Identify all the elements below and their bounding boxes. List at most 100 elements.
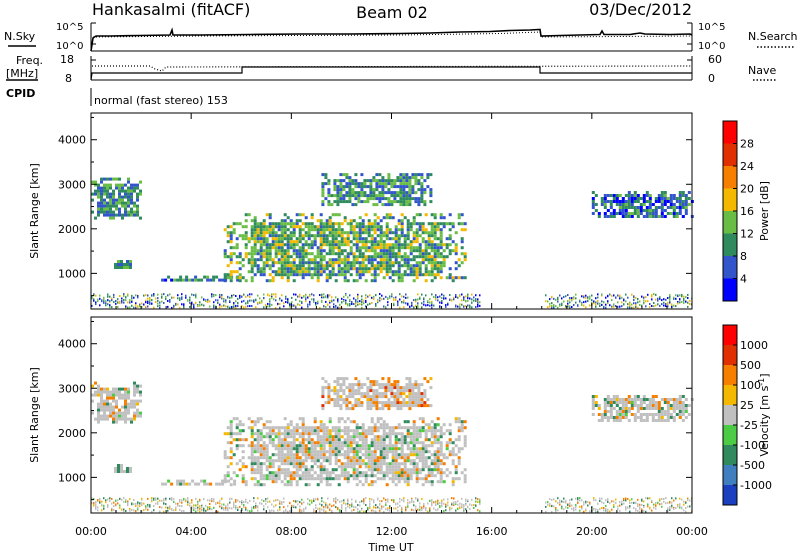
power-cell (316, 273, 320, 277)
velocity-cell (414, 404, 418, 408)
power-cell (136, 204, 139, 208)
power-clutter-cell (409, 305, 411, 308)
power-cell (223, 273, 227, 277)
power-cell (133, 204, 136, 208)
velocity-cell (376, 462, 380, 466)
power-cell (421, 237, 425, 241)
velocity-cell (179, 479, 183, 483)
velocity-cell (310, 456, 314, 460)
velocity-cell (313, 429, 317, 433)
power-cell (382, 261, 386, 265)
power-cell (136, 213, 139, 217)
velocity-cell (361, 474, 365, 478)
power-clutter-cell (123, 301, 125, 304)
power-cell (366, 200, 370, 204)
power-cell (185, 278, 189, 282)
velocity-cell (322, 471, 326, 475)
power-cell (97, 183, 100, 187)
velocity-cell (124, 402, 127, 406)
velocity-cell (393, 404, 397, 408)
power-cell (118, 189, 121, 193)
power-cell (675, 197, 679, 200)
velocity-cell (427, 480, 431, 484)
power-cell (283, 267, 287, 271)
power-cell (298, 228, 302, 232)
power-cell (436, 261, 440, 265)
power-cell (298, 231, 302, 235)
velocity-cell (325, 441, 329, 445)
power-cell (307, 246, 311, 250)
power-clutter-cell (571, 297, 573, 300)
power-cell (182, 278, 186, 282)
power-cell (681, 191, 685, 194)
power-cell (397, 273, 401, 277)
power-cell (445, 237, 449, 241)
power-cell (238, 273, 242, 277)
power-cell (397, 264, 401, 268)
velocity-cell (379, 450, 383, 454)
power-cell (642, 197, 646, 200)
velocity-cell (301, 450, 305, 454)
velocity-cell (436, 453, 440, 457)
power-cell (229, 270, 233, 274)
power-clutter-cell (415, 305, 417, 307)
power-cell (645, 206, 649, 209)
velocity-clutter-cell (197, 500, 199, 503)
velocity-cell (118, 396, 121, 400)
velocity-cell (232, 471, 236, 475)
velocity-cell (100, 408, 103, 412)
power-cell (603, 200, 607, 203)
power-cell (346, 264, 350, 268)
power-cell (121, 183, 124, 187)
velocity-cell (370, 429, 374, 433)
power-clutter-cell (221, 294, 223, 297)
power-cell (439, 246, 443, 250)
power-cell (403, 240, 407, 244)
velocity-cell (120, 470, 123, 473)
power-cell (328, 261, 332, 265)
velocity-cell (639, 404, 643, 407)
power-cell (301, 234, 305, 238)
velocity-cell (361, 453, 365, 457)
power-clutter-cell (231, 306, 233, 308)
velocity-cell (319, 480, 323, 484)
power-cell (136, 207, 139, 211)
velocity-cell (403, 477, 407, 481)
power-clutter-cell (231, 296, 233, 299)
power-clutter-cell (371, 301, 373, 304)
power-cell (651, 215, 655, 218)
velocity-cell (397, 432, 401, 436)
power-cell (391, 270, 395, 274)
velocity-cell (382, 435, 386, 439)
power-ytick-label: 2000 (58, 223, 86, 236)
power-cell (460, 222, 464, 226)
power-cell (420, 176, 424, 180)
power-cell (280, 234, 284, 238)
power-cell (331, 243, 335, 247)
velocity-cell (325, 480, 329, 484)
velocity-cell (340, 441, 344, 445)
velocity-cell (364, 462, 368, 466)
velocity-cell (280, 444, 284, 448)
power-clutter-cell (667, 303, 669, 306)
power-cell (283, 234, 287, 238)
power-cell (289, 237, 293, 241)
velocity-cell (660, 419, 664, 422)
power-cell (366, 197, 370, 201)
velocity-cell (400, 453, 404, 457)
power-clutter-cell (477, 303, 479, 306)
velocity-cell (313, 477, 317, 481)
velocity-cell (417, 383, 421, 387)
power-clutter-cell (91, 297, 93, 300)
velocity-clutter-cell (247, 501, 249, 504)
velocity-cell (298, 417, 302, 421)
velocity-clutter-cell (209, 506, 211, 508)
power-cell (373, 246, 377, 250)
velocity-cell (390, 389, 394, 393)
power-cell (408, 203, 412, 207)
velocity-cell (295, 474, 299, 478)
power-cell (133, 201, 136, 205)
power-cell (253, 252, 257, 256)
velocity-clutter-cell (253, 497, 255, 500)
velocity-cell (457, 447, 461, 451)
